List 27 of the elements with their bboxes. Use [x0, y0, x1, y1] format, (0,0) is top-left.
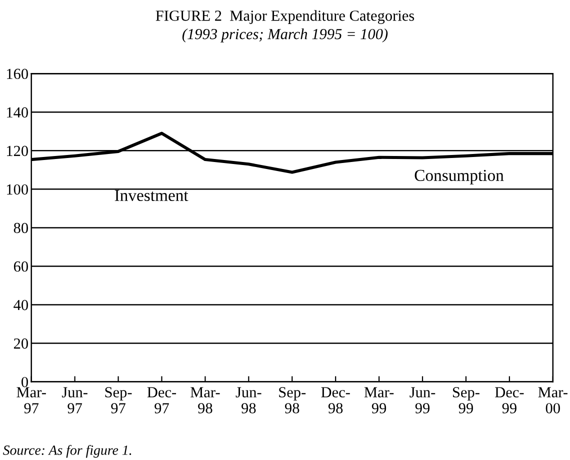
y-tick-label: 60: [14, 261, 28, 272]
x-tick-label: Jun- 97: [62, 387, 88, 414]
y-tick-label: 100: [7, 184, 28, 195]
chart-title: FIGURE 2 Major Expenditure Categories: [156, 10, 414, 24]
x-tick-label: Sep- 98: [279, 387, 306, 414]
x-tick-label: Mar- 98: [190, 387, 220, 414]
y-tick-label: 40: [14, 300, 28, 310]
x-tick-label: Mar- 99: [364, 387, 394, 414]
x-tick-label: Dec- 97: [147, 387, 176, 414]
x-tick-label: Sep- 97: [105, 387, 132, 414]
annotation: Consumption: [414, 170, 504, 184]
y-tick-label: 140: [7, 107, 28, 118]
y-tick-label: 0: [22, 376, 28, 388]
x-tick-label: Mar- 97: [16, 387, 46, 414]
x-tick-label: Jun- 98: [236, 387, 262, 414]
y-tick-label: 20: [14, 338, 28, 349]
y-tick-label: 120: [7, 146, 28, 156]
y-tick-label: 80: [14, 222, 28, 234]
x-tick-label: Jun- 99: [410, 387, 436, 414]
x-tick-label: Dec- 99: [495, 387, 524, 414]
annotation: Investment: [114, 190, 188, 202]
y-tick-label: 160: [7, 68, 28, 80]
x-tick-label: Dec- 98: [321, 387, 350, 414]
x-tick-label: Sep- 99: [452, 387, 480, 414]
chart-subtitle: (1993 prices; March 1995 = 100): [182, 28, 388, 42]
x-tick-label: Mar- 00: [538, 387, 568, 414]
source-note: Source: As for figure 1.: [3, 444, 132, 458]
